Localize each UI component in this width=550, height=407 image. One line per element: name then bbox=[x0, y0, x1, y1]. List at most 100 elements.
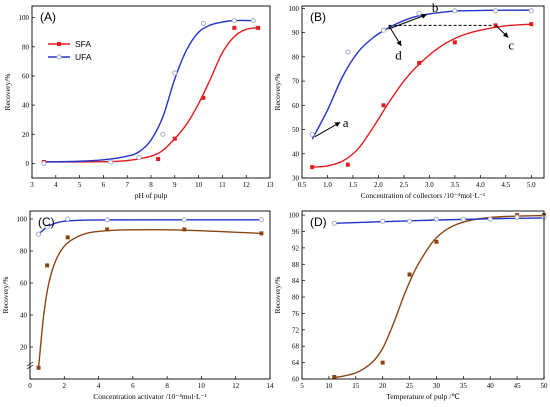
series-1-point bbox=[172, 136, 177, 141]
x-tick-label: 5 bbox=[78, 181, 82, 189]
plot-frame bbox=[301, 210, 545, 380]
x-tick-label: 3.0 bbox=[425, 181, 434, 189]
series-2-point bbox=[107, 159, 114, 165]
x-tick-label: 2 bbox=[63, 382, 67, 390]
y-tick-label: 70 bbox=[292, 78, 300, 86]
x-axis-label: Concentration of collectors /10⁻⁴mol·L⁻¹ bbox=[361, 191, 486, 200]
y-tick-label: 90 bbox=[292, 29, 300, 37]
y-tick-label: 64 bbox=[292, 359, 300, 367]
series-1-point bbox=[65, 235, 70, 240]
x-tick-label: 13 bbox=[267, 181, 275, 189]
y-tick-label: 100 bbox=[19, 14, 30, 22]
series-1-point bbox=[232, 25, 237, 30]
x-tick-label: 8 bbox=[149, 181, 153, 189]
plot-area bbox=[43, 19, 259, 163]
y-tick-label: 100 bbox=[17, 216, 28, 224]
x-tick-label: 30 bbox=[433, 382, 441, 390]
series-1-point bbox=[256, 25, 261, 30]
annotation-arrow-head bbox=[421, 13, 427, 19]
y-tick-label: 20 bbox=[22, 131, 30, 139]
series-1-fit-curve bbox=[312, 23, 532, 168]
y-tick-label: 40 bbox=[22, 102, 30, 110]
y-tick-label: 80 bbox=[20, 248, 28, 256]
series-1-point bbox=[182, 227, 187, 232]
series-2-point bbox=[250, 18, 256, 24]
series-2-fit-curve bbox=[334, 217, 544, 224]
series-2-fit-curve bbox=[43, 19, 254, 163]
series-2-point bbox=[181, 217, 187, 223]
chart-panel-d: 5 10 15 20 25 30 35 40 45 50 60 64 68 72 76 80 84 88 92 96 1… bbox=[273, 210, 548, 401]
series-2-point bbox=[172, 70, 178, 76]
x-tick-label: 2.5 bbox=[400, 181, 409, 189]
series-1-point bbox=[310, 165, 315, 170]
series-1-point bbox=[156, 157, 161, 162]
annotation-label-c: c bbox=[508, 38, 514, 53]
y-tick-label: 100 bbox=[289, 5, 300, 13]
annotation-arrow-head bbox=[502, 32, 509, 38]
y-tick-label: 60 bbox=[292, 376, 300, 384]
plot-area bbox=[37, 219, 262, 368]
y-axis-label: Recovery/% bbox=[273, 276, 282, 313]
annotation-label-d: d bbox=[395, 47, 402, 62]
y-tick-label: 100 bbox=[289, 212, 300, 220]
series-2-point bbox=[104, 217, 110, 223]
series-2-point bbox=[331, 220, 337, 226]
annotation-arrow-line bbox=[388, 14, 427, 30]
legend-marker bbox=[56, 54, 62, 60]
y-tick-label: 68 bbox=[292, 343, 300, 351]
series-2-point bbox=[528, 8, 534, 14]
x-tick-label: 12 bbox=[232, 382, 240, 390]
y-tick-label: 80 bbox=[22, 43, 30, 51]
x-tick-label: 40 bbox=[487, 382, 495, 390]
series-2-point bbox=[380, 27, 387, 33]
x-tick-label: 0 bbox=[28, 382, 32, 390]
series-2-point bbox=[36, 231, 42, 237]
y-axis-label: Recovery/% bbox=[3, 73, 12, 110]
x-tick-label: 8 bbox=[165, 382, 169, 390]
series-1-point bbox=[332, 374, 337, 379]
series-1-point bbox=[105, 227, 110, 232]
y-tick-label: 76 bbox=[292, 310, 300, 318]
x-tick-label: 1.0 bbox=[323, 181, 332, 189]
y-tick-label: 72 bbox=[292, 326, 300, 334]
series-2-point bbox=[452, 8, 458, 14]
series-2-point bbox=[514, 214, 520, 220]
y-tick-label: 60 bbox=[292, 102, 300, 110]
x-tick-label: 25 bbox=[406, 382, 414, 390]
y-tick-label: 40 bbox=[20, 312, 28, 320]
y-tick-label: 80 bbox=[292, 53, 300, 61]
series-1-point bbox=[381, 103, 386, 108]
y-tick-label: 92 bbox=[292, 244, 300, 252]
x-tick-label: 3 bbox=[30, 181, 34, 189]
series-2-point bbox=[160, 131, 166, 137]
series-2-point bbox=[309, 131, 315, 137]
y-tick-label: 96 bbox=[292, 228, 300, 236]
annotation-label-a: a bbox=[343, 115, 349, 130]
x-tick-label: 2.0 bbox=[374, 181, 383, 189]
series-1-point bbox=[407, 272, 412, 277]
x-axis-label: pH of pulp bbox=[135, 191, 168, 200]
y-tick-label: 20 bbox=[20, 344, 28, 352]
y-axis-label: Recovery/% bbox=[273, 73, 282, 110]
y-tick-label: 0 bbox=[26, 160, 30, 168]
plot-area bbox=[334, 214, 544, 379]
legend-entry: UFA bbox=[75, 52, 92, 62]
x-tick-label: 35 bbox=[460, 382, 468, 390]
y-tick-label: 30 bbox=[292, 175, 300, 183]
y-tick-label: 80 bbox=[292, 294, 300, 302]
y-tick-label: 40 bbox=[292, 150, 300, 158]
x-axis-label: Concentration activator /10⁻⁴mol·L⁻¹ bbox=[93, 392, 207, 401]
x-tick-label: 7 bbox=[125, 181, 129, 189]
series-2-point bbox=[44, 224, 50, 230]
y-tick-label: 60 bbox=[22, 72, 30, 80]
chart-panel-a: 3 4 5 6 7 8 9 10 11 12 13 0 20 40 60 80 100 pH of pulp Rec… bbox=[3, 5, 275, 200]
x-tick-label: 45 bbox=[514, 382, 522, 390]
series-2-point bbox=[200, 20, 206, 27]
y-tick-label: 88 bbox=[292, 261, 300, 269]
x-tick-label: 4 bbox=[54, 181, 58, 189]
x-tick-label: 10 bbox=[325, 382, 333, 390]
series-1-point bbox=[201, 95, 206, 100]
series-2-point bbox=[136, 155, 142, 161]
chart-panel-c: 0 2 4 6 8 10 12 14 20 40 60 80 100 Concentration acti… bbox=[1, 210, 274, 401]
annotation-arrow-head bbox=[396, 40, 402, 46]
